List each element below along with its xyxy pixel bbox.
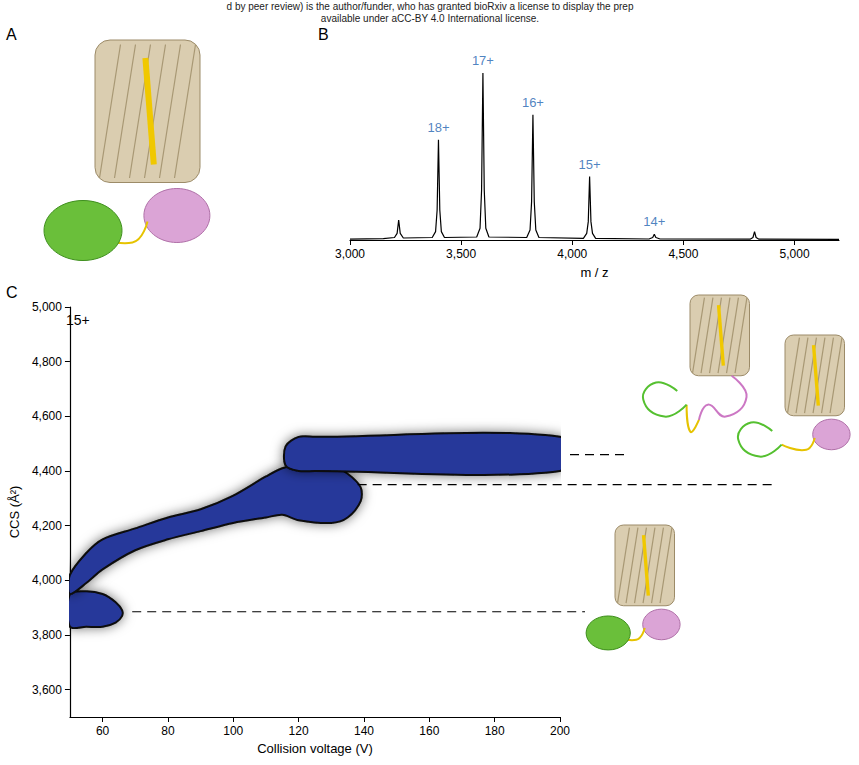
svg-text:C: C <box>6 284 18 301</box>
svg-text:3,500: 3,500 <box>446 247 476 261</box>
svg-text:16+: 16+ <box>522 95 544 110</box>
svg-text:17+: 17+ <box>472 53 494 68</box>
svg-text:A: A <box>6 26 17 43</box>
svg-text:4,000: 4,000 <box>557 247 587 261</box>
svg-text:4,000: 4,000 <box>32 573 62 587</box>
svg-text:5,000: 5,000 <box>32 300 62 314</box>
svg-text:160: 160 <box>419 724 439 738</box>
svg-text:4,600: 4,600 <box>32 409 62 423</box>
svg-text:18+: 18+ <box>427 120 449 135</box>
svg-text:15+: 15+ <box>66 312 90 328</box>
svg-text:d by peer review) is the autho: d by peer review) is the author/funder, … <box>227 1 634 12</box>
svg-text:3,800: 3,800 <box>32 628 62 642</box>
svg-text:4,500: 4,500 <box>668 247 698 261</box>
svg-text:CCS (Å²): CCS (Å²) <box>7 486 22 539</box>
svg-text:140: 140 <box>354 724 374 738</box>
svg-text:5,000: 5,000 <box>780 247 810 261</box>
svg-text:100: 100 <box>223 724 243 738</box>
svg-text:m / z: m / z <box>580 265 608 280</box>
svg-text:200: 200 <box>550 724 570 738</box>
svg-text:B: B <box>318 26 329 43</box>
svg-text:4,200: 4,200 <box>32 519 62 533</box>
svg-text:14+: 14+ <box>643 214 665 229</box>
svg-text:3,000: 3,000 <box>335 247 365 261</box>
svg-text:4,400: 4,400 <box>32 464 62 478</box>
svg-text:60: 60 <box>96 724 110 738</box>
svg-text:180: 180 <box>485 724 505 738</box>
svg-text:80: 80 <box>161 724 175 738</box>
svg-text:available under aCC-BY 4.0 Int: available under aCC-BY 4.0 International… <box>321 13 539 24</box>
svg-text:3,600: 3,600 <box>32 683 62 697</box>
svg-text:15+: 15+ <box>579 157 601 172</box>
svg-text:120: 120 <box>289 724 309 738</box>
svg-text:4,800: 4,800 <box>32 355 62 369</box>
svg-text:Collision voltage (V): Collision voltage (V) <box>257 741 373 756</box>
